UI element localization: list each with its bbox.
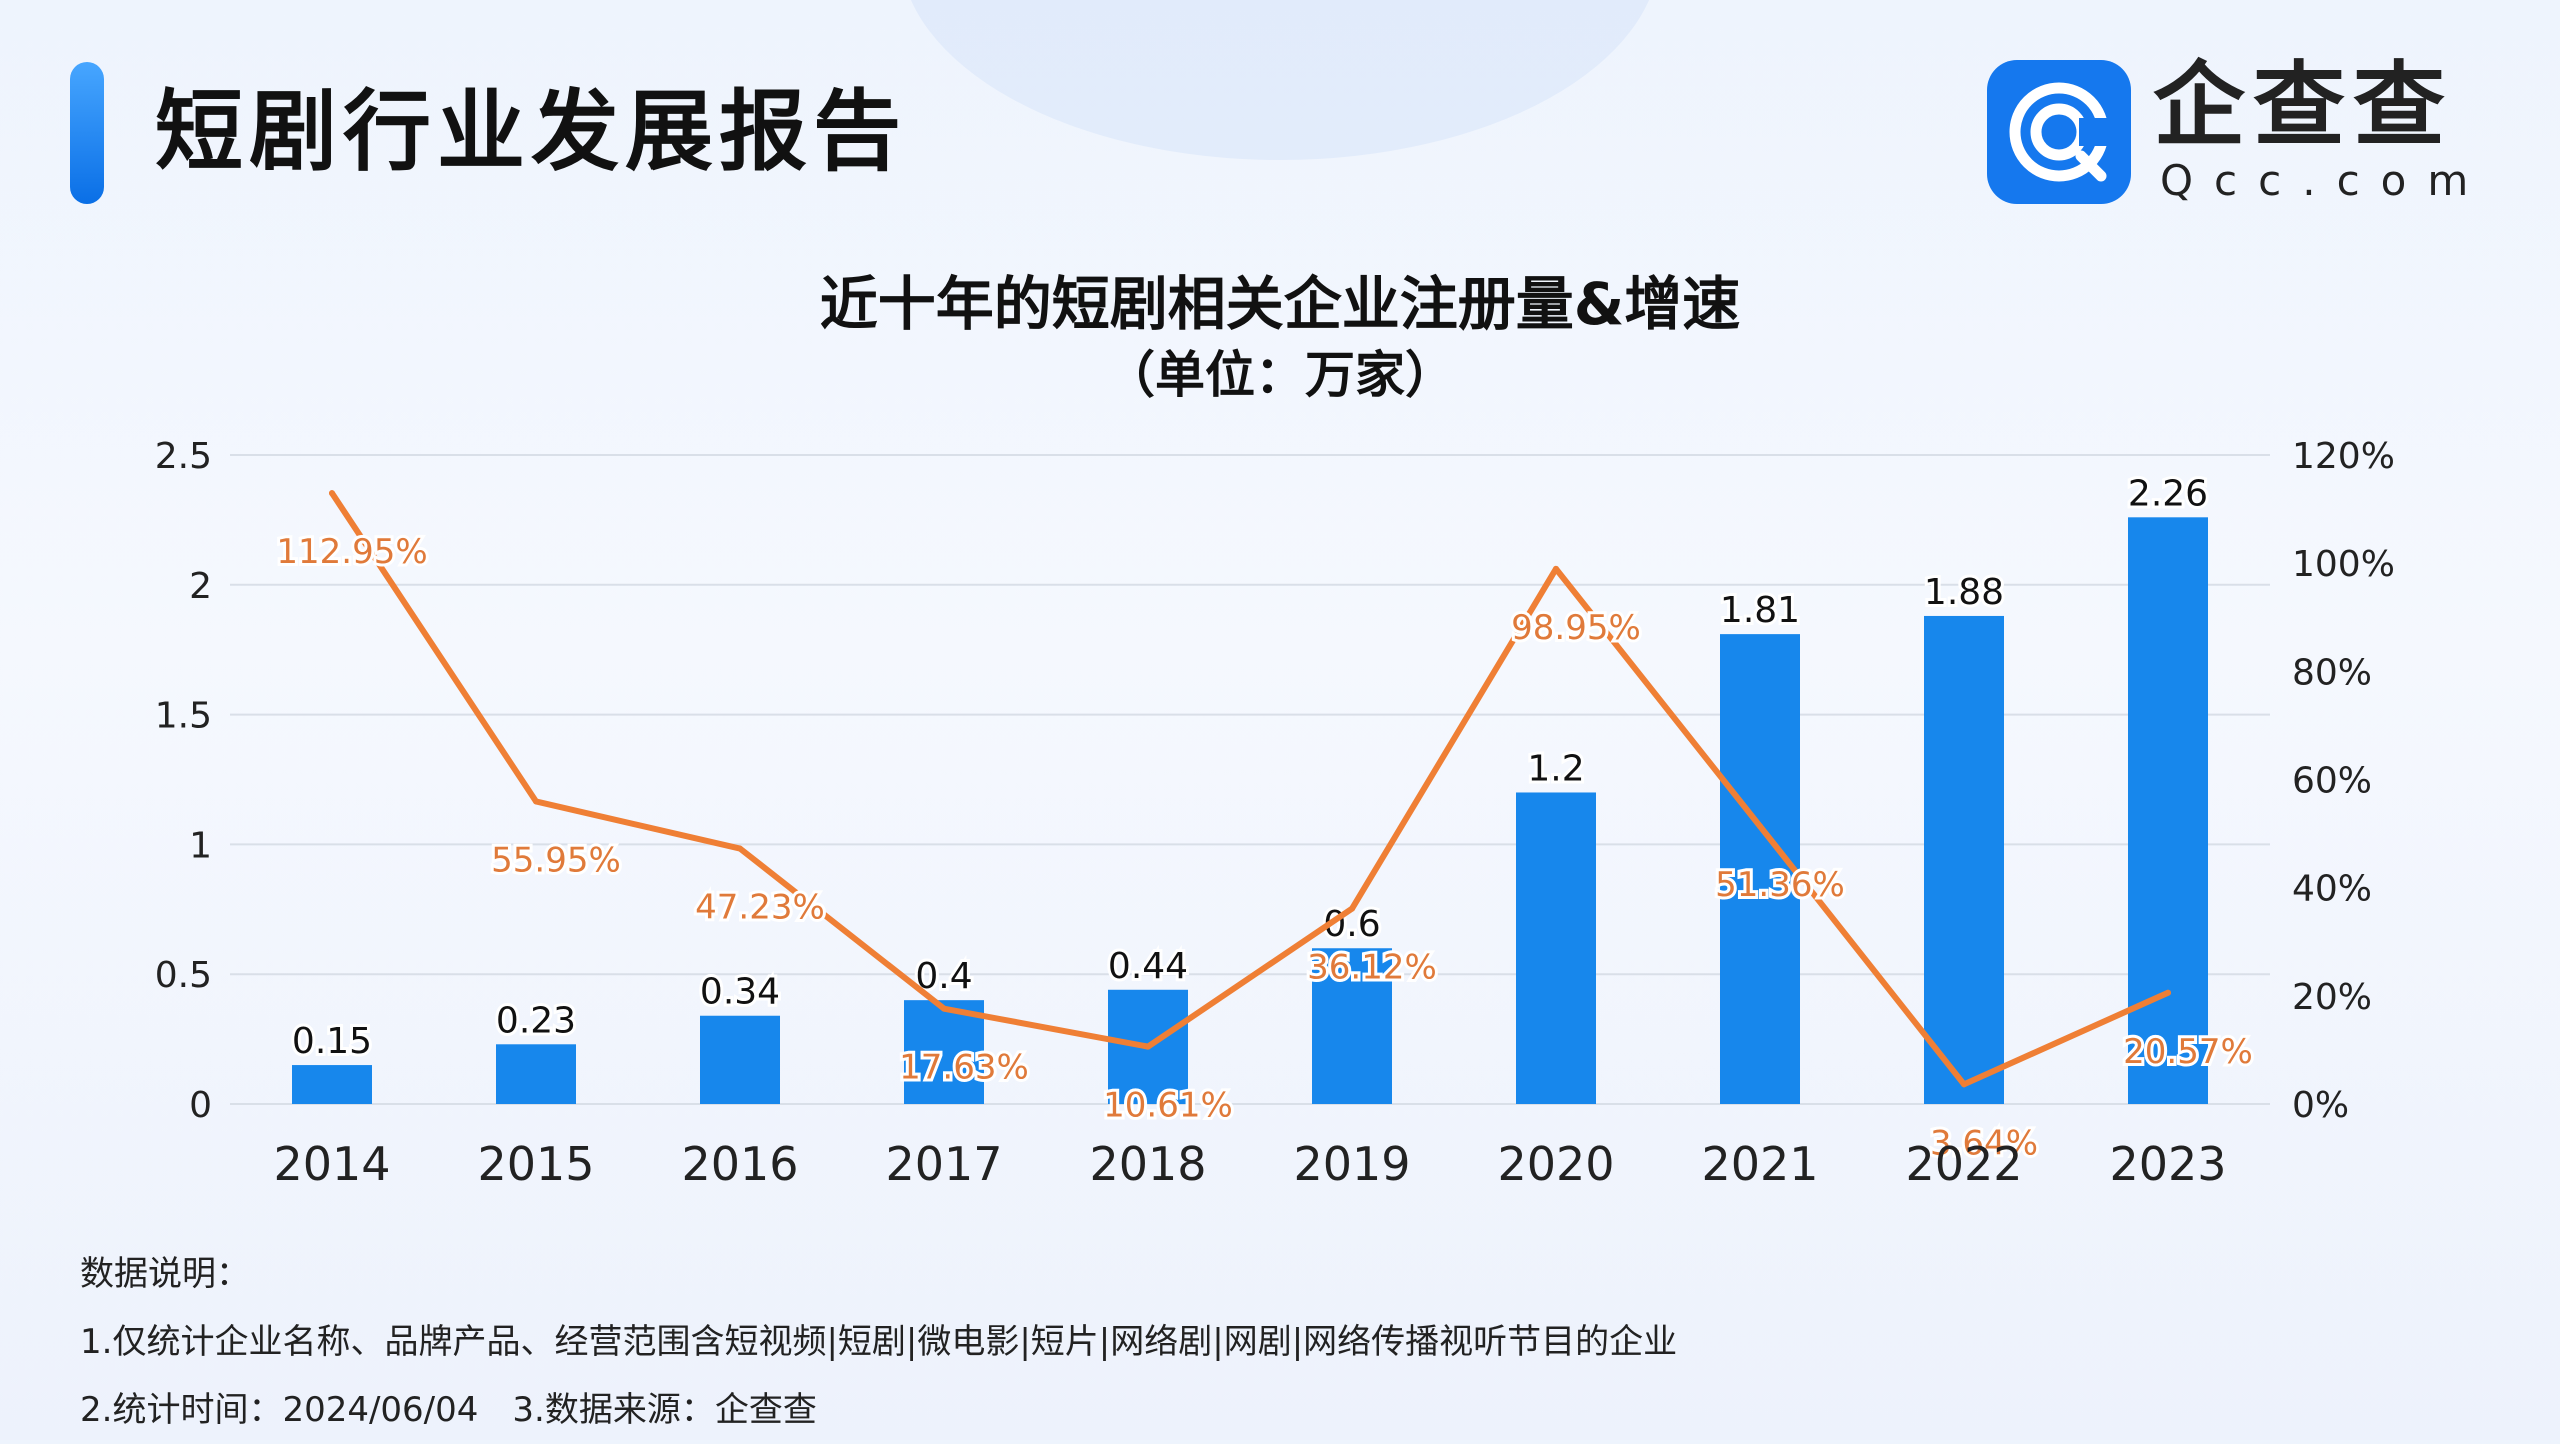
chart-subtitle: （单位：万家） <box>1105 346 1455 404</box>
data-notes: 数据说明： 1.仅统计企业名称、品牌产品、经营范围含短视频|短剧|微电影|短片|… <box>80 1240 1677 1444</box>
line-value-label: 17.63% <box>899 1048 1029 1088</box>
line-point <box>2165 989 2171 996</box>
line-value-label: 51.36% <box>1715 865 1845 905</box>
bar <box>1516 792 1596 1104</box>
line-value-label: 3.64% <box>1930 1123 2038 1163</box>
bar-value-label: 1.88 <box>1924 572 2004 613</box>
qcc-logo-icon <box>1987 60 2131 204</box>
y-right-tick-label: 60% <box>2292 761 2372 802</box>
line-point <box>329 490 335 497</box>
y-left-tick-label: 0.5 <box>155 955 212 996</box>
line-point <box>1757 823 1763 830</box>
bar-value-label: 0.23 <box>496 1000 576 1041</box>
bar <box>1720 634 1800 1104</box>
line-value-label: 55.95% <box>491 840 621 880</box>
x-tick-label: 2017 <box>885 1137 1002 1191</box>
y-right-tick-label: 80% <box>2292 652 2372 693</box>
bar-value-label: 2.26 <box>2128 473 2208 514</box>
line-point <box>1961 1081 1967 1088</box>
x-tick-label: 2021 <box>1701 1137 1818 1191</box>
x-tick-label: 2014 <box>273 1137 390 1191</box>
x-tick-label: 2019 <box>1293 1137 1410 1191</box>
bar-value-label: 0.44 <box>1108 946 1188 987</box>
line-value-label: 98.95% <box>1511 608 1641 648</box>
title-accent-bar <box>70 62 104 204</box>
bar <box>700 1015 780 1104</box>
y-left-tick-label: 0 <box>189 1085 212 1126</box>
line-value-label: 112.95% <box>276 532 427 572</box>
bar <box>292 1065 372 1104</box>
bar <box>904 1000 984 1104</box>
line-point <box>941 1005 947 1012</box>
notes-line-2: 2.统计时间：2024/06/04 3.数据来源：企查查 <box>80 1390 817 1430</box>
bar <box>1924 615 2004 1104</box>
y-right-tick-label: 20% <box>2292 977 2372 1018</box>
line-point <box>1349 905 1355 912</box>
y-right-tick-label: 0% <box>2292 1085 2349 1126</box>
y-left-tick-label: 2.5 <box>155 436 212 477</box>
bar <box>1312 948 1392 1104</box>
bar-value-label: 0.15 <box>292 1021 372 1062</box>
notes-heading: 数据说明： <box>80 1254 250 1294</box>
line-value-label: 47.23% <box>695 888 825 928</box>
bar <box>2128 517 2208 1104</box>
bar-value-label: 1.2 <box>1527 748 1584 789</box>
growth-line <box>329 490 2171 1088</box>
x-tick-label: 2020 <box>1497 1137 1614 1191</box>
line-value-label: 10.61% <box>1103 1086 1233 1126</box>
y-right-tick-label: 120% <box>2292 436 2395 477</box>
notes-line-1: 1.仅统计企业名称、品牌产品、经营范围含短视频|短剧|微电影|短片|网络剧|网剧… <box>80 1322 1678 1362</box>
chart-title: 近十年的短剧相关企业注册量&增速 <box>819 270 1741 338</box>
x-tick-label: 2018 <box>1089 1137 1206 1191</box>
bar-value-label: 0.34 <box>700 972 780 1013</box>
y-right-tick-label: 100% <box>2292 544 2395 585</box>
x-tick-label: 2016 <box>681 1137 798 1191</box>
line-value-label: 36.12% <box>1307 948 1437 988</box>
logo-domain: Qcc.com <box>2160 156 2490 205</box>
y-left-tick-label: 2 <box>189 566 212 607</box>
bar <box>496 1044 576 1104</box>
line-value-label: 20.57% <box>2123 1032 2253 1072</box>
y-left-tick-label: 1.5 <box>155 696 212 737</box>
x-tick-label: 2023 <box>2109 1137 2226 1191</box>
line-point <box>737 845 743 852</box>
y-right-tick-label: 40% <box>2292 869 2372 910</box>
y-left-tick-label: 1 <box>189 825 212 866</box>
logo-text: 企查查 <box>2153 52 2454 159</box>
bar-value-label: 1.81 <box>1720 590 1800 631</box>
x-tick-label: 2022 <box>1905 1137 2022 1191</box>
report-title: 短剧行业发展报告 <box>155 80 908 183</box>
x-tick-label: 2015 <box>477 1137 594 1191</box>
line-point <box>1145 1043 1151 1050</box>
line-point <box>533 798 539 805</box>
line-point <box>1553 565 1559 572</box>
